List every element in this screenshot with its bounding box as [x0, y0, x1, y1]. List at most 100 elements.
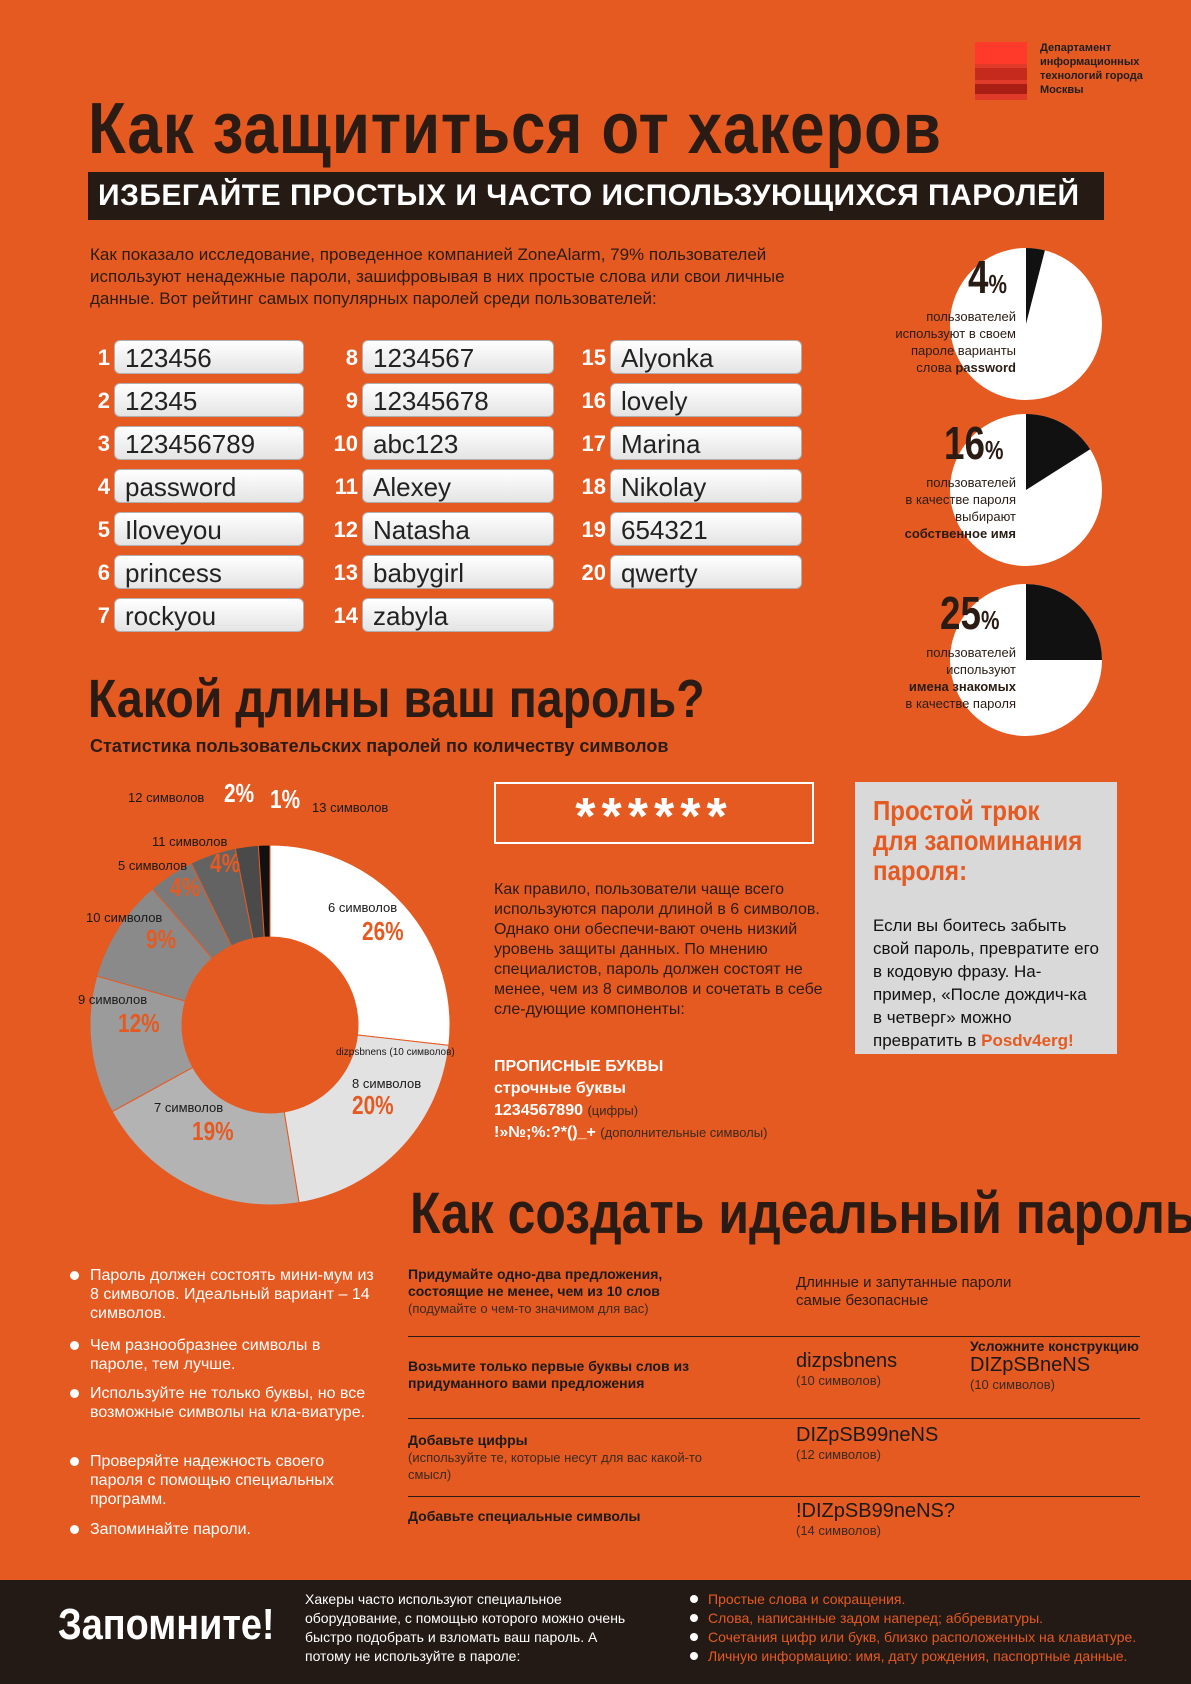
password-rank: 2 [97, 388, 110, 413]
comp-lower: строчные буквы [494, 1080, 626, 1097]
donut-category-label: 12 символов [128, 790, 205, 805]
footer-text: Хакеры часто используют специальное обор… [305, 1591, 626, 1664]
footer-bar [0, 1580, 1191, 1684]
password-rank: 8 [345, 345, 358, 370]
donut-percent-label: 20% [352, 1090, 394, 1120]
step-advanced: Усложните конструкцию DIZpSBneNS (10 симво… [970, 1338, 1140, 1392]
logo-mark [975, 42, 1027, 100]
password-value: Natasha [362, 512, 554, 546]
stat-pie [950, 414, 1102, 566]
password-rank: 10 [333, 431, 358, 456]
stat-pie [950, 584, 1102, 736]
stat-pie-percent: 4% [968, 251, 1007, 303]
password-value: zabyla [362, 598, 554, 632]
donut-category-label: 13 символов [312, 800, 389, 815]
password-value: Alyonka [610, 340, 802, 374]
password-rank: 7 [97, 603, 110, 628]
step-instruction: Возьмите только первые буквы слов из при… [408, 1358, 690, 1391]
password-value: 12345 [114, 383, 304, 417]
password-value: rockyou [114, 598, 304, 632]
password-components: ПРОПИСНЫЕ БУКВЫ строчные буквы 123456789… [494, 1056, 767, 1144]
password-value: 1234567 [362, 340, 554, 374]
password-value: princess [114, 555, 304, 589]
trick-title-3: пароля: [873, 855, 968, 886]
password-rank: 19 [581, 517, 606, 542]
stat-pie-slice [1026, 414, 1091, 490]
logo-text: Департамент информационных технологий го… [1040, 42, 1143, 96]
donut-percent-label: 4% [210, 848, 241, 878]
section-length-subtitle: Статистика пользовательских паролей по к… [90, 736, 669, 756]
stat-pie-note: пользователей в качестве пароля выбирают со… [904, 475, 1016, 541]
password-value: 123456789 [114, 426, 304, 460]
stat-pie-percent: 25% [940, 587, 1000, 639]
password-value: 654321 [610, 512, 802, 546]
password-rank: 11 [334, 474, 358, 499]
password-value: Iloveyou [114, 512, 304, 546]
donut-percent-label: 9% [146, 924, 177, 954]
password-value: abc123 [362, 426, 554, 460]
step-instruction: Добавьте цифры (используйте те, которые н… [408, 1432, 702, 1482]
password-value: 12345678 [362, 383, 554, 417]
trick-body: Если вы боитесь забыть свой пароль, прев… [873, 916, 1099, 1050]
footer-list-item: Слова, написанные задом наперед; аббреви… [690, 1609, 1170, 1628]
password-rank: 13 [333, 560, 358, 585]
comp-digits-note: (цифры) [587, 1103, 639, 1118]
trick-title-2: для запоминания [873, 825, 1083, 856]
tip-item: Проверяйте надежность своего пароля с по… [70, 1452, 380, 1509]
password-value: lovely [610, 383, 802, 417]
step-result: dizpsbnens (10 символов) [796, 1350, 898, 1388]
password-rank: 16 [581, 388, 606, 413]
footer-list-item: Сочетания цифр или букв, близко располож… [690, 1628, 1170, 1647]
step-instruction: Придумайте одно-два предложения, состоящ… [408, 1266, 663, 1316]
donut-percent-label: 1% [270, 784, 301, 814]
donut-category-label: 11 символов [152, 834, 228, 849]
page-subtitle: ИЗБЕГАЙТЕ ПРОСТЫХ И ЧАСТО ИСПОЛЬЗУЮЩИХСЯ… [88, 172, 1104, 220]
footer-list-item: Личную информацию: имя, дату рождения, п… [690, 1647, 1170, 1666]
trick-box: Простой трюк для запоминания пароля: Есл… [855, 782, 1117, 1054]
password-rank: 4 [97, 474, 110, 499]
password-rank: 3 [97, 431, 110, 456]
stat-pie-percent: 16% [944, 417, 1004, 469]
password-rank: 15 [581, 345, 606, 370]
footer-title: Запомните! [58, 1600, 275, 1649]
footer-list: Простые слова и сокращения. Слова, написа… [690, 1590, 1170, 1666]
step-divider [408, 1496, 1140, 1497]
donut-category-label: 10 символов [86, 910, 163, 925]
comp-digits: 1234567890 [494, 1102, 583, 1119]
stat-pie-note: пользователей используют в своем пароле ва… [895, 309, 1016, 375]
page-title: Как защититься от хакеров [88, 89, 942, 169]
length-donut-chart [89, 844, 451, 1206]
donut-percent-label: 4% [170, 872, 201, 902]
donut-category-label: 9 символов [78, 992, 148, 1007]
donut-percent-label: 26% [362, 916, 404, 946]
password-value: Marina [610, 426, 802, 460]
password-rank: 6 [97, 560, 110, 585]
password-value: password [114, 469, 304, 503]
stat-pie [950, 248, 1102, 400]
trick-accent: Posdv4erg! [981, 1031, 1074, 1050]
comp-special: !»№;%:?*()_+ [494, 1124, 596, 1141]
step-result: !DIZpSB99neNS? (14 символов) [796, 1500, 955, 1538]
password-rank: 14 [333, 603, 358, 628]
password-value: Nikolay [610, 469, 802, 503]
password-value: qwerty [610, 555, 802, 589]
donut-percent-label: 12% [118, 1008, 160, 1038]
comp-upper: ПРОПИСНЫЕ БУКВЫ [494, 1058, 664, 1075]
stat-pie-note: пользователей используют имена знакомых в к… [905, 645, 1016, 711]
donut-inner-note: dizpsbnens (10 символов) [336, 1047, 455, 1058]
comp-special-note: (дополнительные символы) [600, 1125, 768, 1140]
step-divider [408, 1418, 1140, 1419]
step-instruction: Добавьте специальные символы [408, 1508, 641, 1524]
password-value: 123456 [114, 340, 304, 374]
donut-category-label: 8 символов [352, 1076, 422, 1091]
section-create-title: Как создать идеальный пароль? [410, 1181, 1191, 1246]
donut-category-label: 6 символов [328, 900, 398, 915]
donut-category-label: 7 символов [154, 1100, 224, 1115]
tip-item: Используйте не только буквы, но все возм… [70, 1384, 380, 1422]
step-divider [408, 1336, 1140, 1337]
password-rank: 1 [97, 345, 110, 370]
donut-percent-label: 19% [192, 1116, 234, 1146]
trick-title-1: Простой трюк [873, 795, 1040, 826]
stat-pie-slice [1026, 584, 1102, 660]
donut-hole [182, 937, 358, 1113]
